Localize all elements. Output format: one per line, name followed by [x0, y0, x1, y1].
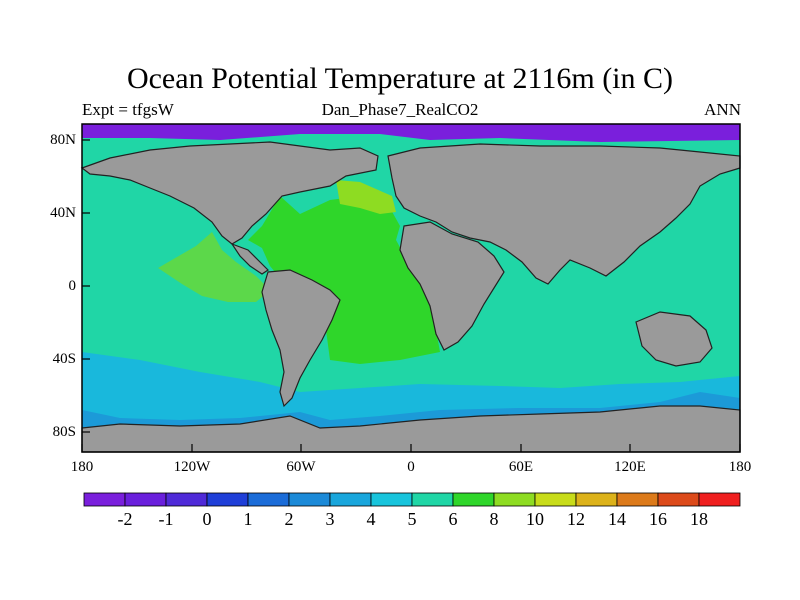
- colorbar-swatch: [165, 492, 208, 507]
- colorbar-label: 5: [407, 509, 417, 529]
- pacific-warm-patch: [158, 232, 270, 302]
- colorbar-label: 12: [567, 509, 585, 529]
- land-masses: [80, 141, 741, 453]
- colorbar-label: 18: [690, 509, 708, 529]
- colorbar-swatch: [247, 492, 290, 507]
- lat-label-40s: 40S: [52, 351, 76, 367]
- colorbar-label: 3: [325, 509, 335, 529]
- lat-label-0: 0: [68, 278, 77, 294]
- colorbar-swatch: [534, 492, 577, 507]
- colorbar-swatch: [83, 492, 126, 507]
- colorbar-label: 0: [202, 509, 212, 529]
- atlantic-ocean: [248, 196, 440, 364]
- lon-label-120w: 120W: [173, 459, 211, 475]
- colorbar-label: -1: [158, 509, 174, 529]
- colorbar-label: 6: [448, 509, 458, 529]
- lon-label-120e: 120E: [614, 459, 646, 475]
- colorbar-label: 2: [284, 509, 294, 529]
- case-label: Dan_Phase7_RealCO2: [321, 100, 479, 119]
- lon-label-180e: 180: [728, 459, 752, 475]
- lon-label-180w: 180: [70, 459, 94, 475]
- colorbar-swatch: [698, 492, 741, 507]
- season-label: ANN: [704, 100, 741, 119]
- lon-label-60w: 60W: [286, 459, 316, 475]
- colorbar-label: 8: [489, 509, 499, 529]
- colorbar-label: -2: [117, 509, 133, 529]
- colorbar-label: 4: [366, 509, 376, 529]
- lat-label-80n: 80N: [50, 132, 76, 148]
- colorbar-swatch: [124, 492, 167, 507]
- colorbar: [83, 492, 741, 507]
- colorbar-swatch: [452, 492, 495, 507]
- colorbar-swatch: [493, 492, 536, 507]
- colorbar-label: 10: [526, 509, 544, 529]
- colorbar-swatch: [411, 492, 454, 507]
- north-atlantic-warm: [336, 180, 396, 214]
- arctic-ocean: [82, 124, 740, 142]
- axis-ticks: [81, 139, 741, 452]
- lon-label-60e: 60E: [508, 459, 534, 475]
- colorbar-label: 1: [243, 509, 253, 529]
- colorbar-swatch: [206, 492, 249, 507]
- colorbar-swatch: [575, 492, 618, 507]
- colorbar-swatch: [370, 492, 413, 507]
- map-title: Ocean Potential Temperature at 2116m (in…: [126, 62, 674, 95]
- colorbar-label: 16: [649, 509, 667, 529]
- lon-label-0: 0: [407, 459, 415, 475]
- colorbar-swatch: [288, 492, 331, 507]
- lat-label-40n: 40N: [50, 205, 76, 221]
- colorbar-swatch: [657, 492, 700, 507]
- experiment-label: Expt = tfgsW: [82, 100, 174, 119]
- colorbar-swatch: [616, 492, 659, 507]
- colorbar-swatch: [329, 492, 372, 507]
- lat-label-80s: 80S: [52, 424, 76, 440]
- colorbar-label: 14: [608, 509, 626, 529]
